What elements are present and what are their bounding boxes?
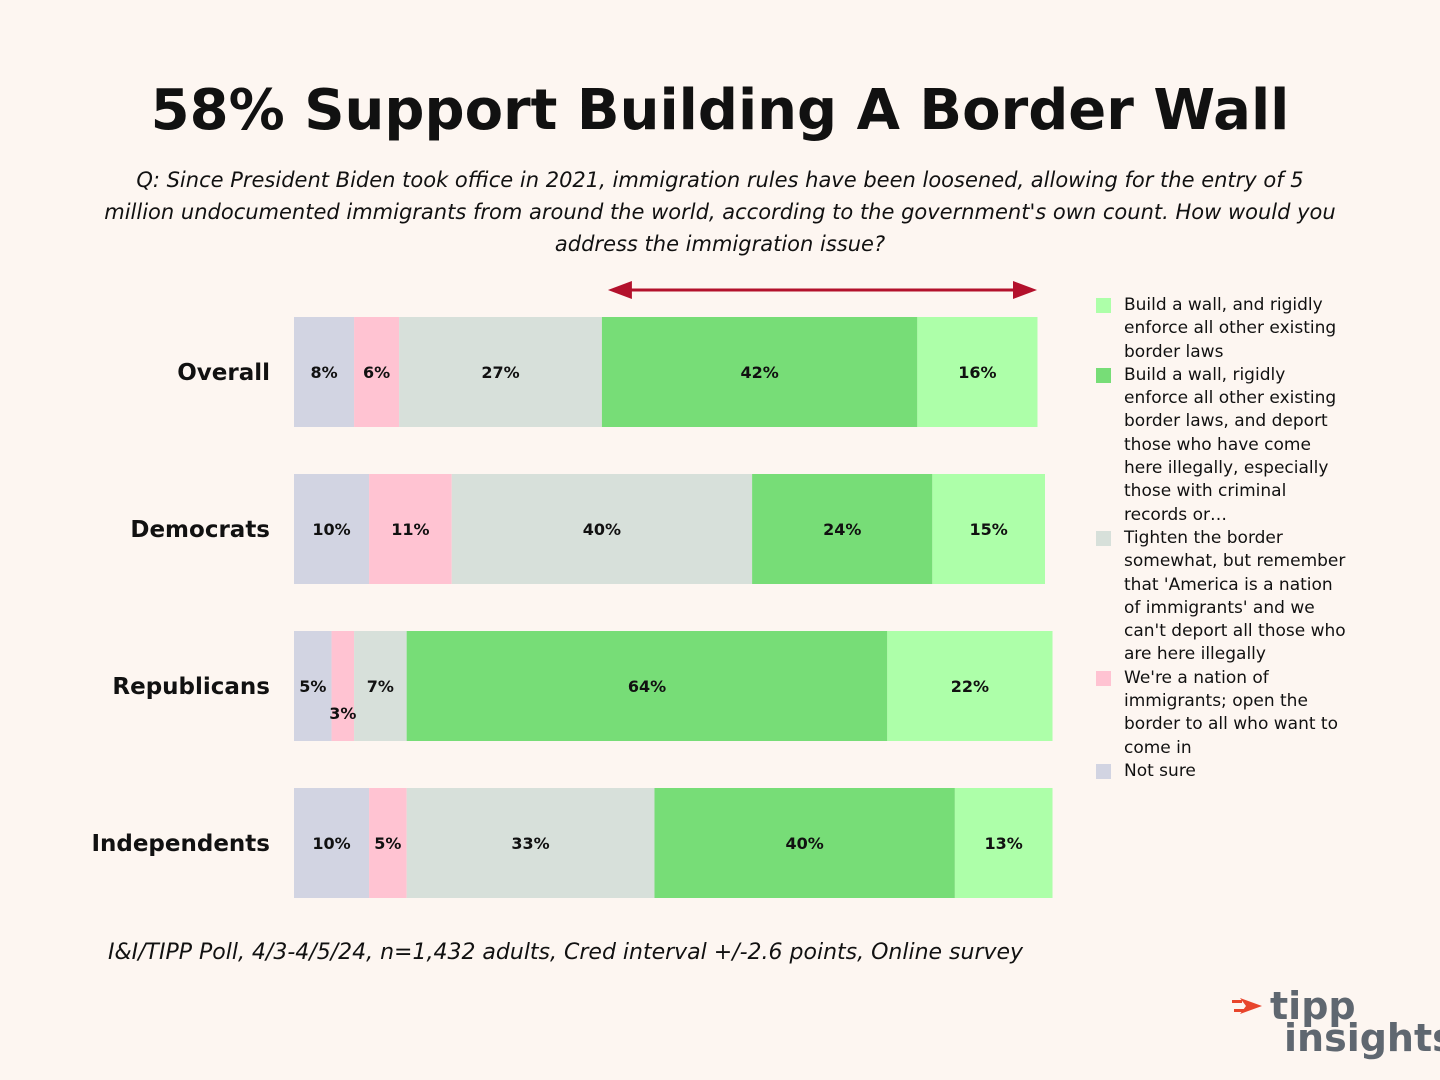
bar-segment-tighten (406, 788, 655, 898)
logo-arrow-icon (1232, 998, 1262, 1014)
legend-item-not_sure: Not sure (1096, 760, 1346, 783)
bar-segment-not_sure (294, 788, 370, 898)
bar-segment-open_border (331, 631, 355, 741)
legend-swatch (1096, 670, 1111, 686)
data-label: 7% (367, 677, 394, 696)
legend-swatch (1096, 763, 1111, 779)
source-note: I&I/TIPP Poll, 4/3-4/5/24, n=1,432 adult… (108, 940, 1024, 965)
data-label: 22% (951, 677, 989, 696)
legend-item-open_border: We're a nation of immigrants; open the b… (1096, 667, 1346, 760)
data-label: 5% (299, 677, 326, 696)
data-label: 24% (823, 520, 861, 539)
legend-label: Tighten the border somewhat, but remembe… (1124, 527, 1346, 665)
data-label: 8% (310, 363, 337, 382)
annotation-arrowhead-right (1013, 281, 1037, 299)
data-label: 27% (481, 363, 519, 382)
annotation-layer (607, 281, 1037, 299)
legend-item-tighten: Tighten the border somewhat, but remembe… (1096, 527, 1346, 667)
chart-legend: Build a wall, and rigidly enforce all ot… (1096, 294, 1346, 783)
bar-segment-tighten (354, 631, 407, 741)
data-label: 10% (312, 834, 350, 853)
chart-subtitle: Q: Since President Biden took office in … (104, 168, 1336, 256)
data-label: 10% (312, 520, 350, 539)
bar-segment-tighten (399, 317, 602, 427)
bar-segment-open_border (369, 474, 452, 584)
legend-swatch (1096, 298, 1111, 313)
legend-item-wall_deport: Build a wall, rigidly enforce all other … (1096, 364, 1346, 527)
data-label: 3% (329, 704, 356, 723)
category-label: Democrats (130, 517, 270, 543)
data-label: 6% (363, 363, 390, 382)
logo-wordmark-insights: insights (1284, 1016, 1440, 1060)
category-label: Independents (91, 831, 270, 857)
annotation-arrowhead-left (607, 281, 632, 299)
bar-segment-wall_deport (654, 788, 955, 898)
bar-segment-not_sure (294, 474, 370, 584)
data-label: 11% (391, 520, 429, 539)
category-label: Republicans (112, 674, 270, 700)
chart-title: 58% Support Building A Border Wall (150, 78, 1290, 143)
bar-segment-wall_deport (601, 317, 918, 427)
data-label: 5% (374, 834, 401, 853)
data-label: 16% (958, 363, 996, 382)
category-label: Overall (177, 360, 270, 386)
bar-segment-wall_enforce (917, 317, 1038, 427)
bar-segment-wall_enforce (954, 788, 1053, 898)
data-label: 15% (970, 520, 1008, 539)
legend-label: We're a nation of immigrants; open the b… (1124, 667, 1338, 758)
data-label: 13% (985, 834, 1023, 853)
data-label: 40% (583, 520, 621, 539)
bar-segment-not_sure (294, 317, 355, 427)
data-label: 64% (628, 677, 666, 696)
bar-segment-open_border (369, 788, 407, 898)
bar-segment-wall_deport (406, 631, 888, 741)
bar-segment-open_border (354, 317, 400, 427)
legend-label: Build a wall, rigidly enforce all other … (1124, 364, 1337, 525)
tipp-insights-logo: tipp insights (1232, 984, 1440, 1066)
data-label: 42% (740, 363, 778, 382)
data-label: 40% (786, 834, 824, 853)
bar-segment-tighten (451, 474, 753, 584)
data-label: 33% (511, 834, 549, 853)
legend-label: Not sure (1124, 760, 1196, 781)
bar-segment-wall_deport (752, 474, 933, 584)
bar-segment-not_sure (294, 631, 332, 741)
bar-segment-wall_enforce (887, 631, 1053, 741)
logo-wordmark-tipp: tipp (1270, 984, 1356, 1028)
legend-swatch (1096, 530, 1111, 546)
bar-segment-wall_enforce (932, 474, 1045, 584)
legend-item-wall_enforce: Build a wall, and rigidly enforce all ot… (1096, 294, 1346, 364)
legend-swatch (1096, 367, 1111, 383)
legend-label: Build a wall, and rigidly enforce all ot… (1124, 295, 1337, 362)
bars-layer: Overall 8% 6% 27% 42% 16% Democrats 10% 11% 40% 24… (91, 317, 1053, 898)
